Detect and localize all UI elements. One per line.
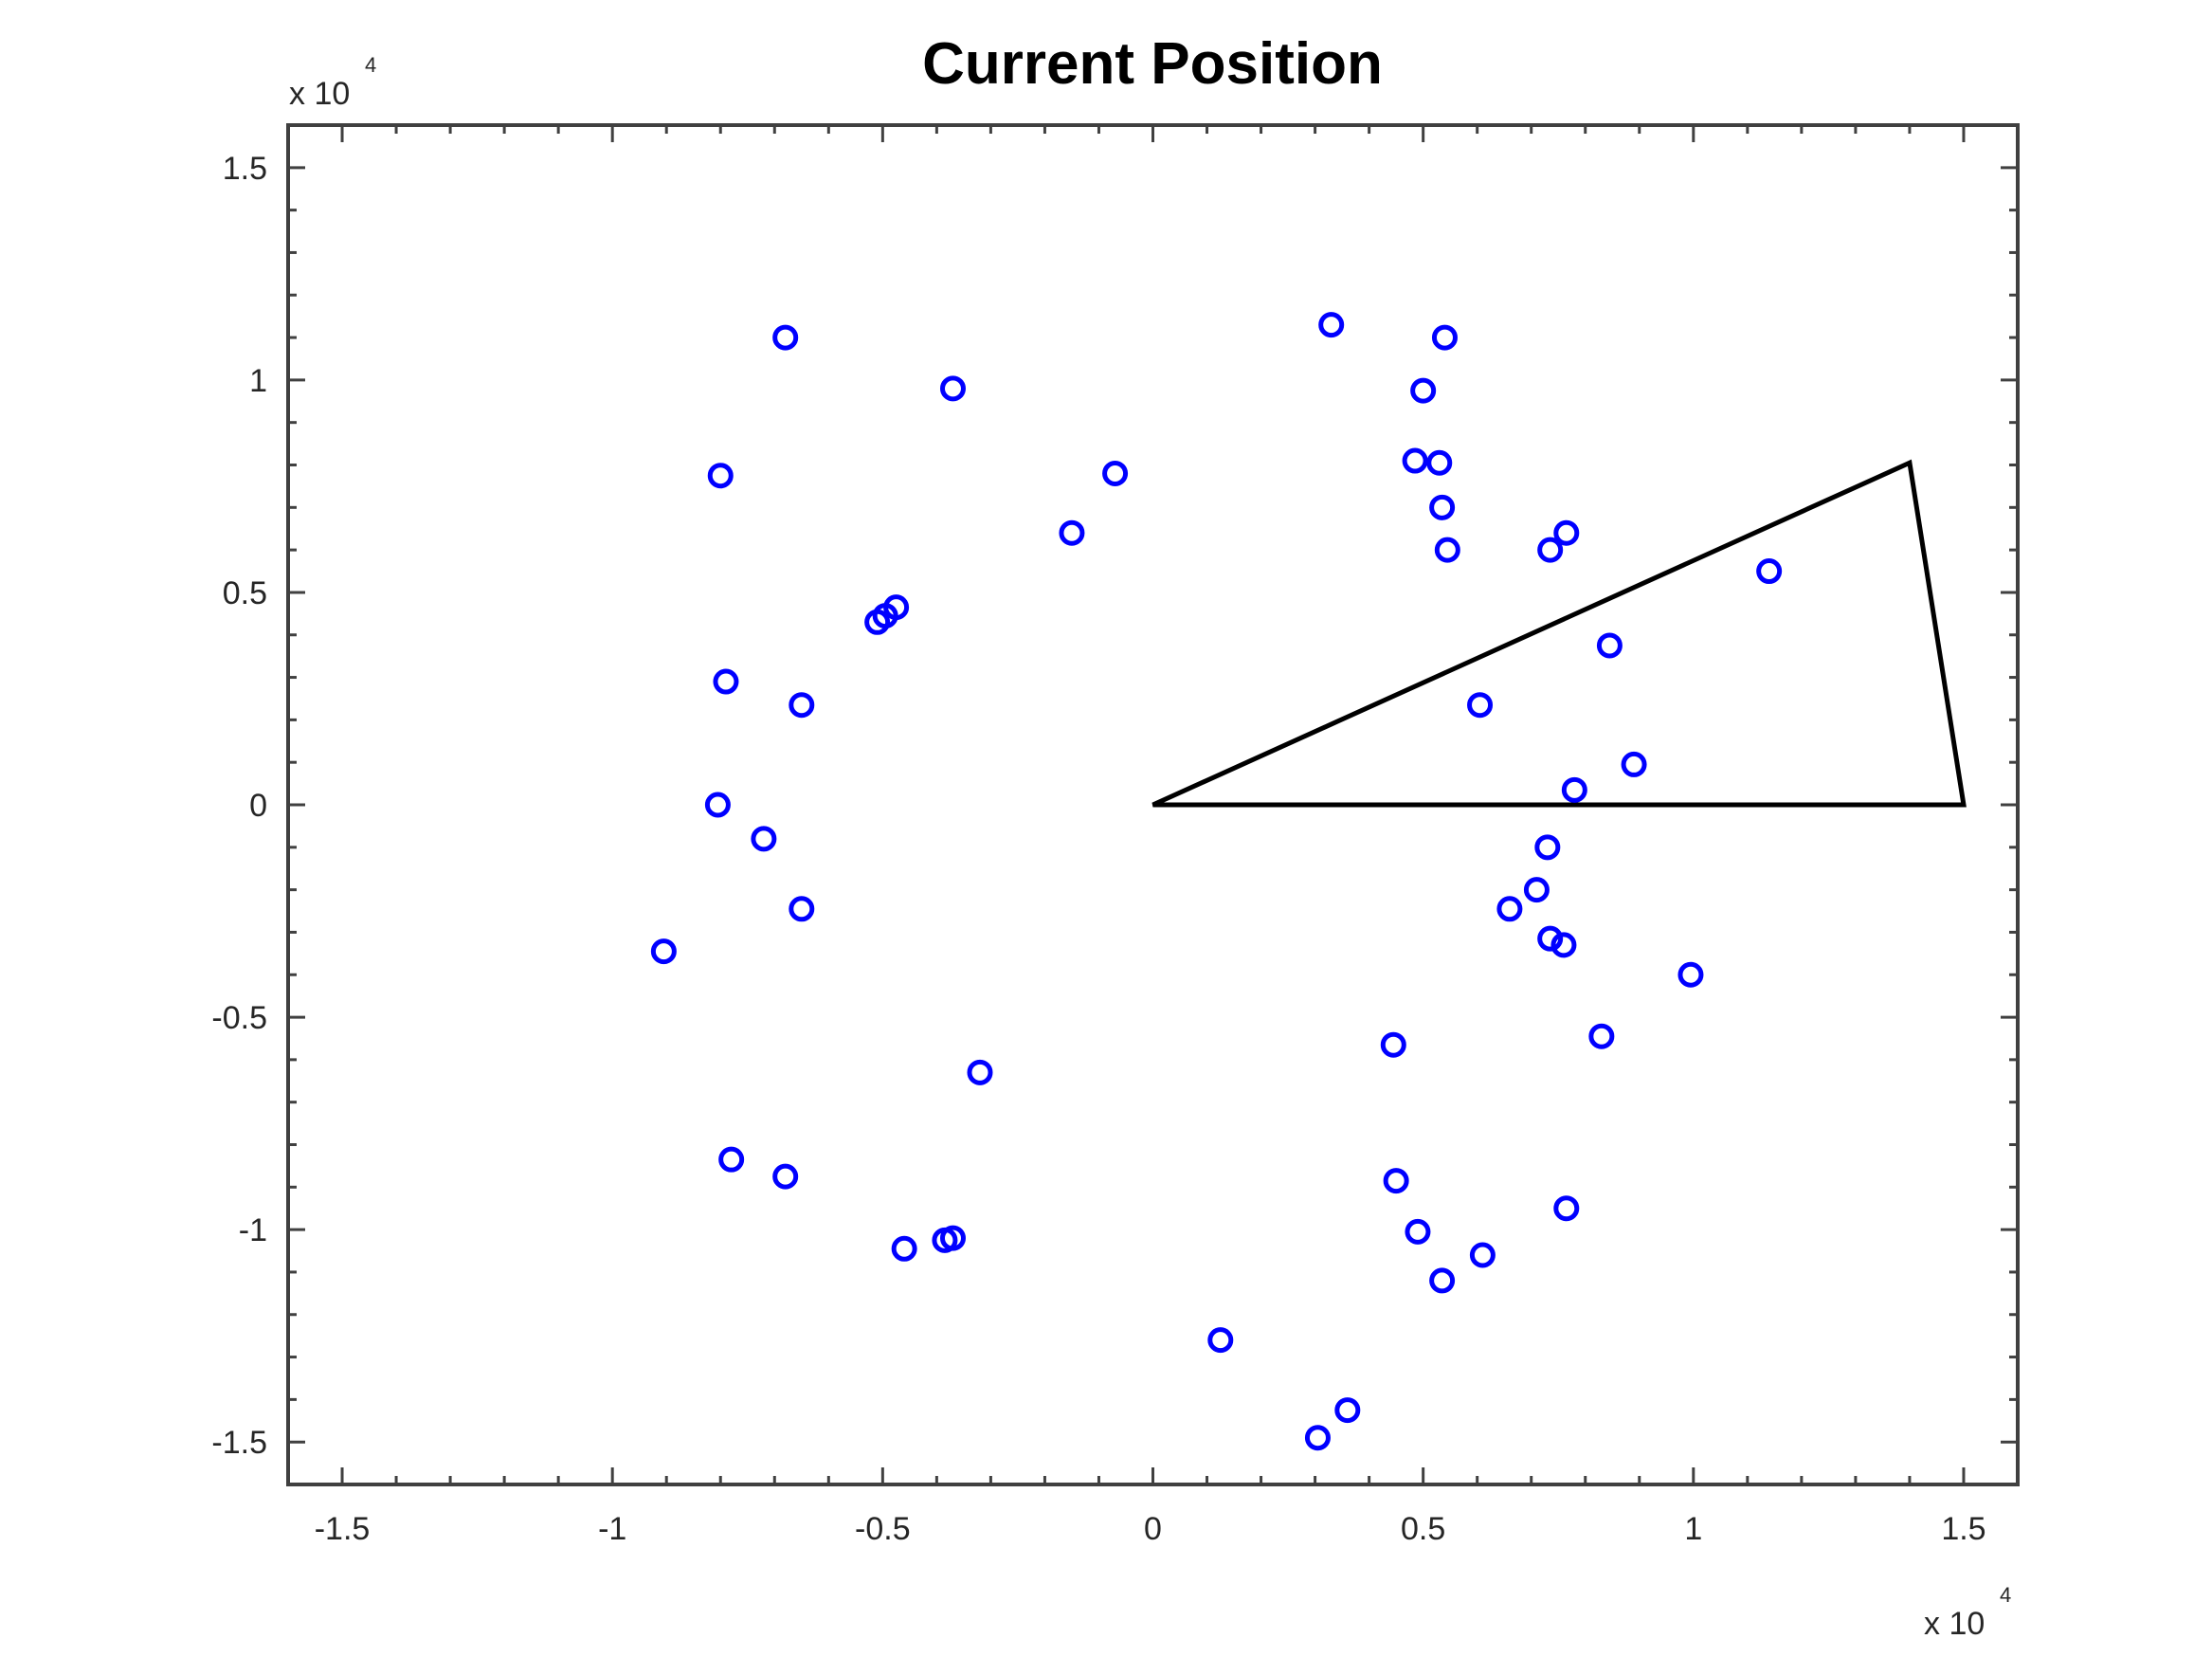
- scatter-point: [1553, 1195, 1580, 1222]
- scatter-point: [1059, 519, 1085, 546]
- scatter-point: [650, 938, 677, 965]
- scatter-point: [1402, 447, 1428, 474]
- scatter-point: [1621, 751, 1647, 777]
- triangle-outline: [1151, 459, 1967, 808]
- y-tick-label: 0.5: [223, 575, 267, 611]
- scatter-point: [1534, 834, 1561, 861]
- triangle-layer: [1151, 459, 1967, 808]
- y-tick-label: -1: [239, 1212, 267, 1248]
- scatter-point: [1429, 494, 1456, 520]
- y-tick-label: -1.5: [211, 1425, 267, 1461]
- scatter-point: [789, 692, 815, 719]
- x-tick-label: 1: [1684, 1511, 1702, 1547]
- scatter-point: [1207, 1327, 1234, 1354]
- y-tick-labels: -1.5 -1 -0.5 0 0.5 1 1.5: [211, 151, 267, 1461]
- scatter-point: [772, 1163, 799, 1190]
- scatter-point: [1469, 1242, 1496, 1268]
- scatter-point: [1677, 961, 1704, 988]
- x-tick-label: 0: [1144, 1511, 1162, 1547]
- scatter-point: [1537, 925, 1564, 952]
- x-axis-exponent-power: 4: [2000, 1583, 2011, 1607]
- y-tick-label: 1: [249, 363, 267, 399]
- scatter-point: [789, 896, 815, 922]
- scatter-point: [1431, 324, 1458, 351]
- y-tick-label: 1.5: [223, 151, 267, 187]
- scatter-point: [1410, 377, 1437, 404]
- scatter-point: [707, 463, 734, 489]
- x-tick-label: 1.5: [1941, 1511, 1985, 1547]
- scatter-point: [1550, 932, 1577, 958]
- x-axis-exponent: x 10: [1924, 1606, 1985, 1642]
- scatter-point: [1496, 896, 1523, 922]
- scatter-point: [1537, 537, 1564, 563]
- scatter-point: [1102, 460, 1129, 486]
- scatter-point: [1380, 1031, 1406, 1058]
- scatter-point: [1756, 558, 1783, 585]
- scatter-point: [864, 609, 891, 635]
- scatter-point: [1434, 537, 1460, 563]
- scatter-point: [718, 1146, 745, 1173]
- scatter-point: [1523, 877, 1550, 903]
- scatter-point: [1304, 1425, 1331, 1451]
- scatter-point: [751, 826, 777, 852]
- y-tick-label: -0.5: [211, 1000, 267, 1036]
- x-tick-label: -1: [598, 1511, 626, 1547]
- points-layer: [650, 312, 1783, 1451]
- scatter-point: [772, 324, 799, 351]
- scatter-point: [713, 668, 739, 695]
- scatter-point: [891, 1235, 917, 1262]
- scatter-point: [1588, 1023, 1615, 1049]
- axis-ticks: [286, 123, 2020, 1486]
- y-axis-exponent-power: 4: [365, 53, 376, 77]
- scatter-point: [1426, 449, 1453, 476]
- scatter-point: [1383, 1168, 1409, 1194]
- scatter-point: [939, 1225, 966, 1251]
- scatter-point: [1334, 1397, 1361, 1424]
- scatter-point: [704, 792, 731, 818]
- x-tick-label: -0.5: [855, 1511, 911, 1547]
- scatter-point: [1553, 519, 1580, 546]
- scatter-point: [1467, 692, 1494, 719]
- scatter-point: [967, 1059, 993, 1085]
- y-tick-label: 0: [249, 788, 267, 824]
- scatter-point: [1429, 1267, 1456, 1294]
- y-axis-exponent: x 10: [289, 76, 350, 112]
- scatter-point: [1596, 632, 1623, 659]
- x-tick-labels: -1.5 -1 -0.5 0 0.5 1 1.5: [315, 1511, 1986, 1547]
- scatter-point: [939, 375, 966, 402]
- scatter-point: [1405, 1218, 1431, 1245]
- chart-title: Current Position: [922, 31, 1383, 97]
- scatter-point: [1318, 312, 1345, 338]
- x-tick-label: 0.5: [1401, 1511, 1445, 1547]
- scatter-point: [1561, 776, 1587, 803]
- x-tick-label: -1.5: [315, 1511, 371, 1547]
